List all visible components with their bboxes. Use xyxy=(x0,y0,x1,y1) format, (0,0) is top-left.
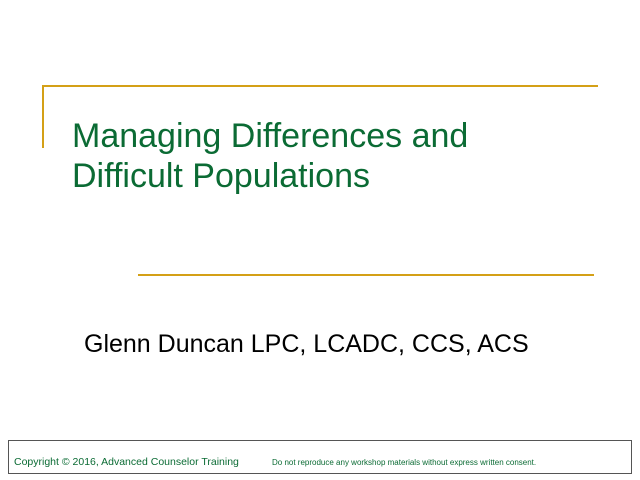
left-rule xyxy=(42,85,44,148)
title-line: Managing Differences and xyxy=(72,117,469,155)
subtitle: Glenn Duncan LPC, LCADC, CCS, ACS xyxy=(84,330,529,358)
title: Managing Differences and Difficult Popul… xyxy=(72,116,468,196)
mid-rule xyxy=(138,274,594,276)
footer-box xyxy=(8,440,632,474)
title-line: Difficult Populations xyxy=(72,157,370,195)
top-rule xyxy=(42,85,598,87)
notice: Do not reproduce any workshop materials … xyxy=(272,458,537,467)
copyright: Copyright © 2016, Advanced Counselor Tra… xyxy=(14,456,239,468)
